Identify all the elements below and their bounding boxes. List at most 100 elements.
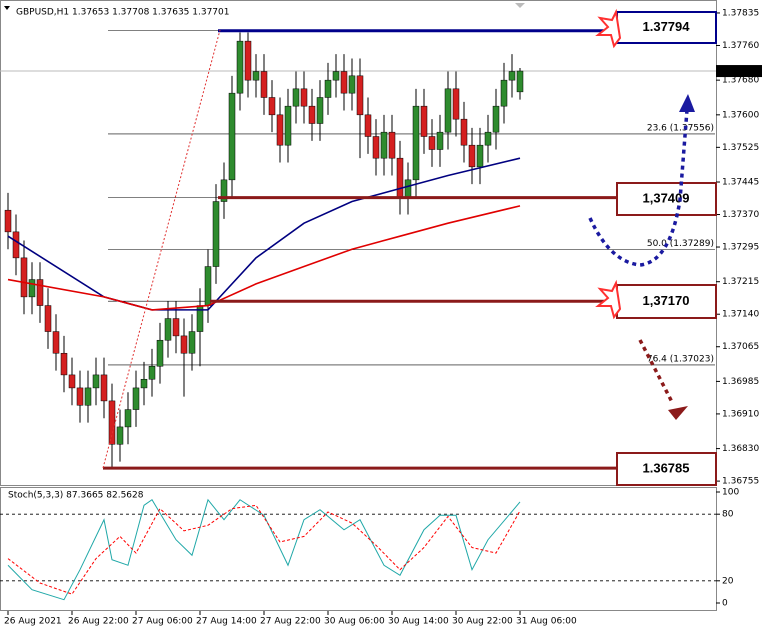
level-box (616, 182, 717, 216)
candle-body (28, 279, 36, 298)
candle-body (212, 201, 220, 267)
y-tick-label: 1.37600 (722, 110, 759, 120)
candle-body (364, 114, 372, 137)
y-tick-label: 1.37295 (722, 243, 759, 253)
x-tick-label: 27 Aug 06:00 (132, 617, 193, 627)
level-box (616, 284, 717, 319)
candle-body (284, 105, 292, 146)
level-label: 1,37409 (643, 190, 690, 205)
candle-body (252, 71, 260, 81)
x-tick-label: 30 Aug 06:00 (324, 617, 385, 627)
y-tick-label: 1.37215 (722, 277, 759, 287)
candle-body (308, 105, 316, 124)
y-tick-label: 1.36985 (722, 377, 759, 387)
moving-average (7, 205, 521, 311)
arrow-head (679, 94, 695, 112)
star-icon (595, 8, 622, 49)
candle-body (396, 157, 404, 198)
x-tick-label: 27 Aug 22:00 (260, 617, 321, 627)
candle-body (452, 88, 460, 120)
candle-body (156, 339, 164, 367)
candle-body (188, 331, 196, 354)
candle-body (380, 131, 388, 159)
candle-body (20, 257, 28, 298)
y-tick-label: 0 (722, 599, 728, 609)
candle-body (300, 88, 308, 107)
x-tick-label: 30 Aug 14:00 (388, 617, 449, 627)
current-price-label: 1.37701 (719, 67, 756, 77)
y-tick-label: 1.36830 (722, 444, 759, 454)
annotations (102, 8, 695, 469)
candle-body (204, 266, 212, 306)
candle-body (268, 97, 276, 116)
x-tick-label: 26 Aug 22:00 (68, 617, 129, 627)
stoch-line (7, 498, 521, 601)
candle-body (52, 331, 60, 354)
candle-body (420, 105, 428, 137)
stoch-frame (0, 487, 717, 611)
y-tick-label: 1.37525 (722, 143, 759, 153)
arrow-up (588, 109, 689, 267)
arrow-down (638, 339, 674, 403)
candle-body (340, 71, 348, 94)
candle-body (276, 114, 284, 146)
candle-body (116, 426, 124, 445)
x-tick-label: 31 Aug 06:00 (516, 617, 577, 627)
stoch-line (7, 504, 521, 595)
y-tick-label: 20 (722, 576, 734, 586)
candle-body (460, 118, 468, 146)
arrow-head (668, 406, 688, 420)
candle-body (12, 231, 20, 259)
level-label: 1.36785 (643, 460, 690, 475)
candle-body (292, 88, 300, 107)
candle-body (500, 79, 508, 107)
candle-body (236, 40, 244, 94)
candle-body (140, 378, 148, 389)
candle-body (260, 71, 268, 98)
candle-body (484, 131, 492, 146)
candle-body (36, 279, 44, 306)
candle-body (372, 136, 380, 159)
candle-body (228, 92, 236, 181)
candle-body (428, 136, 436, 150)
candle-body (348, 75, 356, 94)
candle-body (356, 75, 364, 116)
y-tick-label: 1.37065 (722, 342, 759, 352)
candle-body (476, 144, 484, 168)
y-tick-label: 1.37760 (722, 41, 759, 51)
y-tick-label: 1.36755 (722, 477, 759, 487)
trend-line (102, 29, 221, 469)
candle-body (412, 105, 420, 181)
candle-body (516, 70, 524, 93)
y-tick-label: 80 (722, 510, 734, 520)
candle-body (100, 374, 108, 402)
candle-body (92, 374, 100, 389)
y-tick-label: 1.37445 (722, 178, 759, 188)
candle-body (76, 387, 84, 406)
y-tick-label: 1.37835 (722, 8, 759, 18)
candle-body (132, 387, 140, 410)
candle-body (124, 409, 132, 428)
candle-body (84, 387, 92, 406)
candle-body (68, 374, 76, 389)
fibo-label: 76.4 (1.37023) (647, 354, 714, 364)
candle-body (4, 209, 12, 233)
candle-body (404, 179, 412, 198)
fibo-label: 23.6 (1.37556) (647, 123, 714, 133)
chart-title: GBPUSD,H1 1.37653 1.37708 1.37635 1.3770… (16, 8, 229, 18)
candle-body (220, 179, 228, 202)
y-tick-label: 100 (722, 487, 739, 497)
x-tick-label: 26 Aug 2021 (4, 617, 62, 627)
y-tick-label: 1.36910 (722, 409, 759, 419)
x-tick-label: 27 Aug 14:00 (196, 617, 257, 627)
candle-body (316, 97, 324, 124)
menu-icon (4, 6, 10, 10)
candle-body (180, 335, 188, 354)
candle-body (44, 305, 52, 332)
y-tick-label: 1.37680 (722, 76, 759, 86)
candle-body (60, 352, 68, 376)
star-icon (595, 279, 622, 320)
level-label: 1.37794 (643, 19, 691, 34)
candle-body (172, 318, 180, 337)
